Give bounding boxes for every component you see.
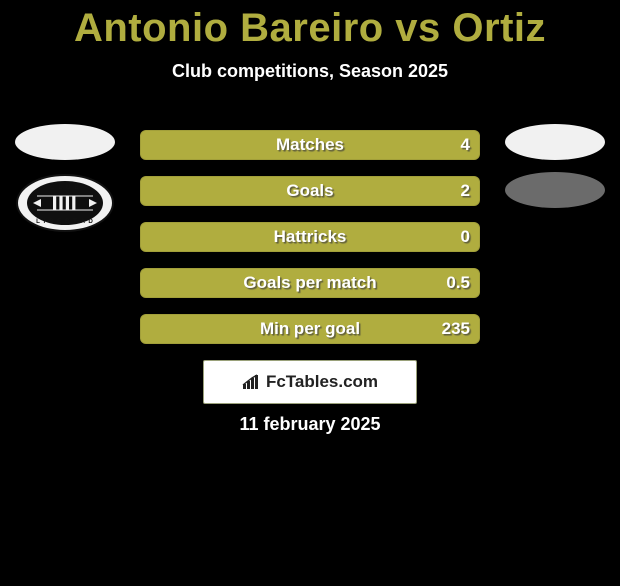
comparison-title: Antonio Bareiro vs Ortiz [0, 6, 620, 51]
stat-value-right: 0.5 [446, 273, 470, 293]
stats-bars: Matches 4 Goals 2 Hattricks 0 Goals per … [140, 130, 480, 360]
stat-bar: Hattricks 0 [140, 222, 480, 252]
svg-text:C L U B: C L U B [50, 184, 80, 191]
stat-label: Goals per match [140, 273, 480, 293]
player1-avatar-placeholder [15, 124, 115, 160]
stat-value-right: 4 [461, 135, 470, 155]
stat-value-right: 2 [461, 181, 470, 201]
comparison-subtitle: Club competitions, Season 2025 [0, 61, 620, 82]
stat-label: Hattricks [140, 227, 480, 247]
stat-label: Goals [140, 181, 480, 201]
stat-label: Matches [140, 135, 480, 155]
stat-bar: Goals per match 0.5 [140, 268, 480, 298]
stat-bar: Matches 4 [140, 130, 480, 160]
brand-text: FcTables.com [266, 372, 378, 392]
player1-column: C L U B L I B E R T A D [10, 124, 120, 234]
player1-club-badge: C L U B L I B E R T A D [15, 172, 115, 234]
stat-value-right: 235 [442, 319, 470, 339]
player2-club-placeholder [505, 172, 605, 208]
brand-chart-icon [242, 374, 262, 390]
stat-label: Min per goal [140, 319, 480, 339]
player2-column [500, 124, 610, 220]
stat-bar: Goals 2 [140, 176, 480, 206]
brand-card[interactable]: FcTables.com [203, 360, 417, 404]
stat-value-right: 0 [461, 227, 470, 247]
infographic-date: 11 february 2025 [0, 414, 620, 435]
svg-text:L I B E R T A D: L I B E R T A D [36, 218, 94, 225]
brand-label: FcTables.com [242, 372, 378, 392]
player2-avatar-placeholder [505, 124, 605, 160]
stat-bar: Min per goal 235 [140, 314, 480, 344]
